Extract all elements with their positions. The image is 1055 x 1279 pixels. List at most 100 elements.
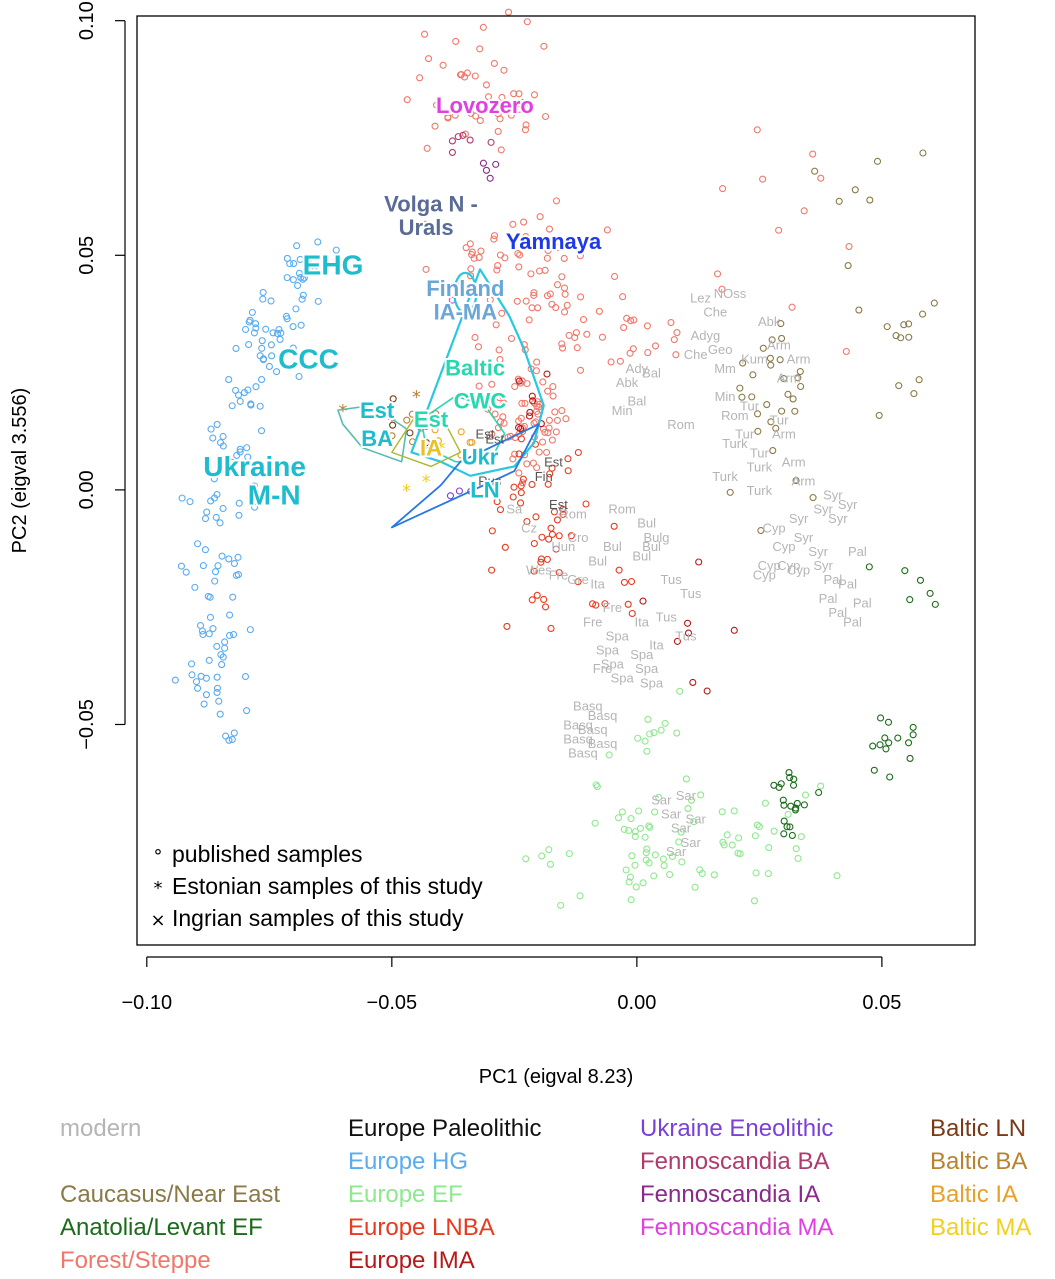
legend-entry: Fennoscandia IA <box>640 1181 821 1208</box>
modern-label: Spa <box>596 642 620 657</box>
sample-point <box>620 825 628 833</box>
estonian-sample-star: * <box>436 439 445 460</box>
sample-point <box>635 807 643 815</box>
modern-label: Tur <box>750 445 770 460</box>
modern-label: Fre <box>593 661 613 676</box>
sample-point <box>452 37 460 45</box>
sample-point <box>500 66 508 74</box>
sample-point <box>919 149 927 157</box>
modern-label: Est <box>549 497 568 512</box>
sample-point <box>493 498 501 506</box>
modern-label: Spa <box>611 671 635 686</box>
sample-point <box>523 18 531 26</box>
legend-entry: Baltic IA <box>930 1181 1019 1208</box>
sample-point <box>541 266 549 274</box>
sample-point <box>900 321 908 329</box>
sample-point <box>641 833 649 841</box>
sample-point <box>496 418 505 426</box>
sample-point <box>218 552 226 560</box>
sample-point <box>641 737 649 745</box>
sample-point <box>488 380 496 388</box>
sample-point <box>171 676 179 684</box>
modern-label: Cyp <box>772 539 795 554</box>
sample-point <box>518 98 526 106</box>
group-label: CCC <box>278 343 339 374</box>
sample-point <box>545 846 553 854</box>
sample-point <box>252 383 260 391</box>
sample-point <box>626 873 634 881</box>
sample-point <box>886 773 894 781</box>
sample-point <box>259 288 267 296</box>
modern-label: Gre <box>567 572 589 587</box>
sample-point <box>424 55 433 63</box>
sample-point <box>552 545 560 553</box>
sample-point <box>501 254 509 262</box>
sample-point <box>603 226 611 234</box>
sample-point <box>757 526 765 535</box>
sample-point <box>650 872 658 880</box>
modern-label: Wes <box>526 563 552 578</box>
sample-point <box>521 126 530 134</box>
data-points: * **** * <box>171 8 939 909</box>
sample-point <box>796 367 804 376</box>
sample-point <box>769 447 777 455</box>
legend-entry: Anatolia/Levant EF <box>60 1214 263 1241</box>
modern-label: Syr <box>813 558 833 573</box>
sample-point <box>314 238 322 246</box>
sample-point <box>792 477 800 485</box>
sample-point <box>642 849 650 857</box>
sample-point <box>905 333 913 341</box>
modern-label: Rus <box>478 474 502 489</box>
sample-point <box>201 546 209 554</box>
sample-point <box>205 630 213 638</box>
sample-point <box>520 218 528 226</box>
modern-label: Bul <box>642 539 661 554</box>
sample-point <box>678 858 686 866</box>
modern-label: Cyp <box>763 520 786 535</box>
sample-point <box>250 329 258 337</box>
sample-point <box>865 563 873 571</box>
sample-point <box>553 416 561 424</box>
sample-point <box>177 562 185 570</box>
sample-point <box>547 624 555 633</box>
sample-point <box>259 355 268 363</box>
sample-point <box>548 436 556 444</box>
sample-point <box>200 700 208 708</box>
sample-point <box>755 823 763 831</box>
sample-point <box>930 299 938 307</box>
sample-point <box>624 600 632 608</box>
modern-label: Fin <box>535 469 553 484</box>
sample-point <box>548 300 556 308</box>
sample-point <box>432 410 440 418</box>
y-tick-label: −0.05 <box>76 699 98 750</box>
modern-label: Cz <box>521 520 537 535</box>
group-label: Volga N - <box>384 191 478 216</box>
modern-label: Arm <box>772 427 796 442</box>
sample-point <box>537 555 545 563</box>
sample-point <box>794 374 802 382</box>
sample-point <box>487 138 495 146</box>
sample-point <box>490 235 498 243</box>
modern-label: Bulg <box>643 530 669 545</box>
modern-label: Sar <box>661 807 682 822</box>
modern-label: Arm <box>787 352 811 367</box>
sample-point <box>219 653 227 661</box>
sample-point <box>226 611 234 619</box>
sample-point <box>780 375 788 383</box>
sample-point <box>295 269 303 277</box>
sample-point <box>517 499 525 507</box>
sample-point <box>228 458 236 466</box>
sample-point <box>515 105 523 113</box>
legend-column: Baltic LN Baltic BA Baltic IA Baltic MA <box>930 1112 1031 1244</box>
sample-point <box>517 482 525 490</box>
group-label: CWC <box>454 388 507 413</box>
sample-point <box>509 493 517 501</box>
sample-point <box>304 257 312 265</box>
sample-point <box>222 732 230 740</box>
sample-point <box>544 480 552 488</box>
modern-label: Pal <box>843 614 862 629</box>
annotation-symbol: × <box>150 910 165 931</box>
sample-point <box>221 638 229 646</box>
sample-point <box>507 334 516 343</box>
sample-point <box>577 293 585 301</box>
